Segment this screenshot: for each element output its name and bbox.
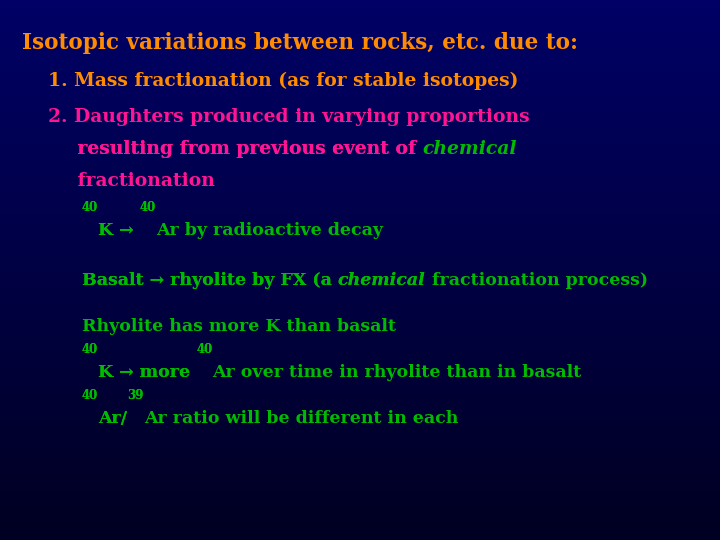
- Text: chemical: chemical: [423, 140, 517, 158]
- Text: 39: 39: [127, 389, 144, 402]
- Text: fractionation process): fractionation process): [426, 272, 647, 289]
- Text: resulting from previous event of: resulting from previous event of: [58, 140, 423, 158]
- Text: chemical: chemical: [338, 272, 426, 289]
- Text: Basalt → rhyolite by FX (a: Basalt → rhyolite by FX (a: [82, 272, 338, 289]
- Text: 40: 40: [140, 201, 156, 214]
- Text: K → more: K → more: [98, 364, 197, 381]
- Text: 40: 40: [82, 343, 98, 356]
- Text: 40: 40: [82, 201, 98, 214]
- Text: Ar/: Ar/: [98, 410, 127, 427]
- Text: Isotopic variations between rocks, etc. due to:: Isotopic variations between rocks, etc. …: [22, 32, 578, 54]
- Text: Rhyolite has more K than basalt: Rhyolite has more K than basalt: [82, 318, 396, 335]
- Text: 2. Daughters produced in varying proportions: 2. Daughters produced in varying proport…: [48, 108, 530, 126]
- Text: Basalt → rhyolite by FX (a: Basalt → rhyolite by FX (a: [82, 272, 338, 289]
- Text: K → more: K → more: [98, 364, 197, 381]
- Text: 1. Mass fractionation (as for stable isotopes): 1. Mass fractionation (as for stable iso…: [48, 72, 518, 90]
- Text: 40: 40: [82, 343, 98, 356]
- Text: 40: 40: [82, 389, 98, 402]
- Text: resulting from previous event of: resulting from previous event of: [58, 140, 423, 158]
- Text: K →: K →: [98, 222, 140, 239]
- Text: 40: 40: [197, 343, 212, 356]
- Text: Ar by radioactive decay: Ar by radioactive decay: [156, 222, 383, 239]
- Text: Ar ratio will be different in each: Ar ratio will be different in each: [144, 410, 458, 427]
- Text: K →: K →: [98, 222, 140, 239]
- Text: fractionation: fractionation: [58, 172, 215, 190]
- Text: Ar/: Ar/: [98, 410, 127, 427]
- Text: 40: 40: [197, 343, 212, 356]
- Text: 40: 40: [82, 389, 98, 402]
- Text: 40: 40: [82, 201, 98, 214]
- Text: chemical: chemical: [338, 272, 426, 289]
- Text: Ar over time in rhyolite than in basalt: Ar over time in rhyolite than in basalt: [212, 364, 582, 381]
- Text: 39: 39: [127, 389, 144, 402]
- Text: 40: 40: [140, 201, 156, 214]
